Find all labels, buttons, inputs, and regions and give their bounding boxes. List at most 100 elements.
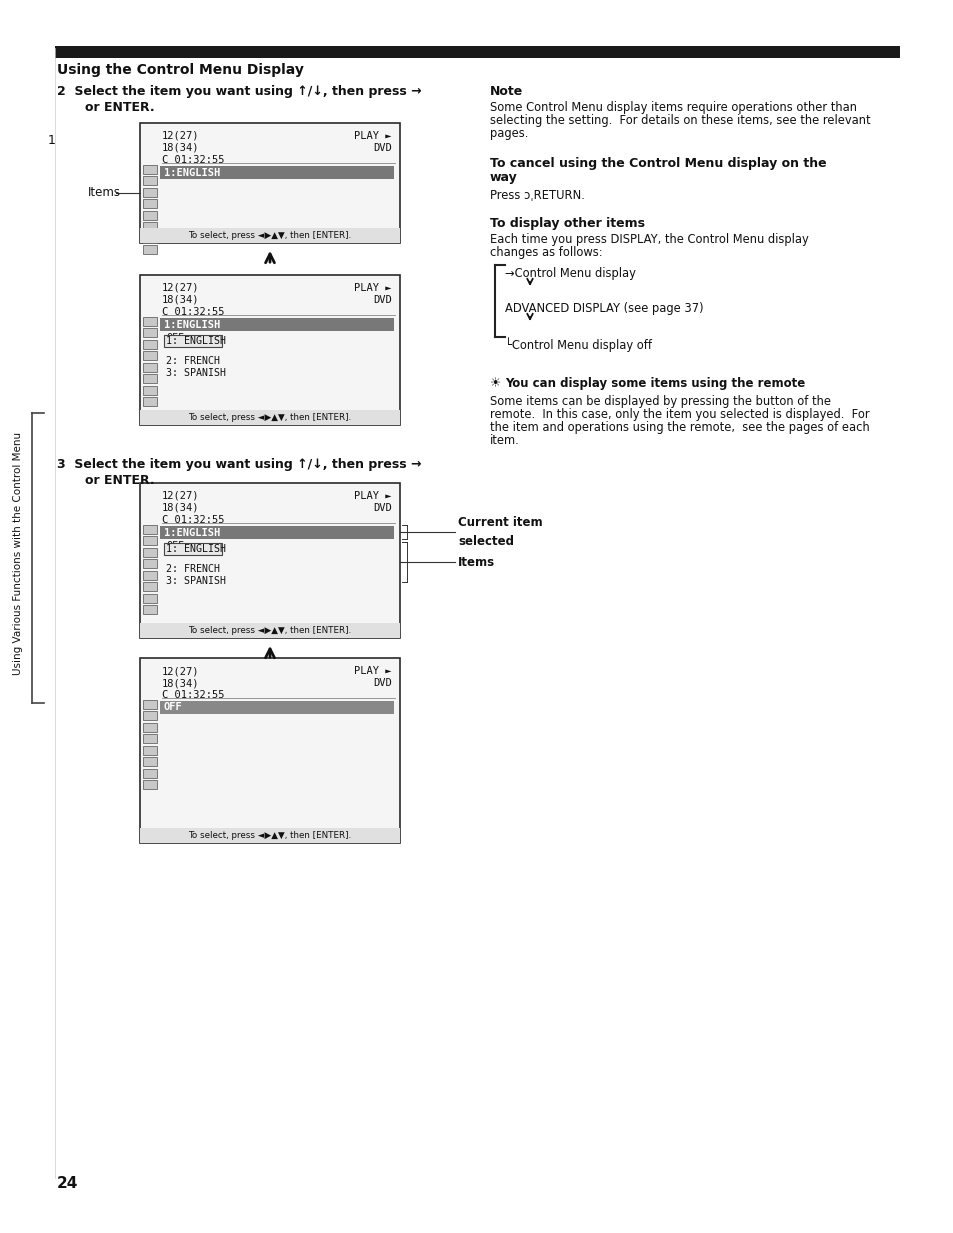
Text: 1: ENGLISH: 1: ENGLISH (166, 544, 226, 554)
Bar (140, 228, 399, 243)
Text: DVD: DVD (373, 295, 392, 305)
Text: Items: Items (88, 186, 121, 200)
Text: Press ɔˌRETURN.: Press ɔˌRETURN. (490, 189, 584, 202)
Bar (143, 199, 157, 208)
Text: 1:ENGLISH: 1:ENGLISH (164, 168, 220, 178)
Bar (143, 328, 157, 337)
Text: 2  Select the item you want using ↑/↓, then press →: 2 Select the item you want using ↑/↓, th… (57, 85, 421, 97)
Text: PLAY ►: PLAY ► (355, 666, 392, 676)
Bar (143, 757, 157, 766)
Text: 18(34): 18(34) (162, 295, 199, 305)
Bar (143, 222, 157, 231)
Text: 12(27): 12(27) (162, 284, 199, 293)
Text: To select, press ◄▶▲▼, then [ENTER].: To select, press ◄▶▲▼, then [ENTER]. (188, 231, 352, 240)
Text: ☀: ☀ (490, 377, 500, 390)
Bar (140, 411, 399, 425)
Text: PLAY ►: PLAY ► (355, 284, 392, 293)
Text: DVD: DVD (373, 503, 392, 513)
Bar (143, 547, 157, 556)
Text: Note: Note (490, 85, 522, 97)
Bar (143, 176, 157, 185)
Text: 1:ENGLISH: 1:ENGLISH (164, 528, 220, 538)
Text: 1: 1 (48, 134, 56, 148)
Text: the item and operations using the remote,  see the pages of each: the item and operations using the remote… (490, 420, 869, 434)
Text: To display other items: To display other items (490, 217, 644, 231)
Text: 18(34): 18(34) (162, 503, 199, 513)
Bar (140, 623, 399, 637)
Bar (55, 46, 899, 58)
Text: C 01:32:55: C 01:32:55 (162, 690, 224, 700)
Text: OFF: OFF (164, 703, 183, 713)
Text: Using Various Functions with the Control Menu: Using Various Functions with the Control… (13, 432, 23, 674)
Text: 2: FRENCH: 2: FRENCH (166, 356, 220, 366)
Text: To select, press ◄▶▲▼, then [ENTER].: To select, press ◄▶▲▼, then [ENTER]. (188, 413, 352, 422)
Bar (143, 780, 157, 789)
Text: PLAY ►: PLAY ► (355, 491, 392, 501)
Text: OFF: OFF (166, 333, 184, 343)
Bar (143, 233, 157, 243)
Bar (143, 363, 157, 371)
Bar (164, 543, 222, 555)
Text: selecting the setting.  For details on these items, see the relevant: selecting the setting. For details on th… (490, 113, 870, 127)
Bar (143, 536, 157, 545)
Text: way: way (490, 171, 517, 184)
Text: selected: selected (457, 535, 514, 547)
Text: DVD: DVD (373, 678, 392, 688)
Bar (143, 593, 157, 603)
Text: 2: FRENCH: 2: FRENCH (166, 563, 220, 575)
Text: OFF: OFF (166, 541, 184, 551)
Bar (143, 723, 157, 731)
Text: Using the Control Menu Display: Using the Control Menu Display (57, 63, 304, 76)
Text: 1:ENGLISH: 1:ENGLISH (164, 319, 220, 329)
Bar (143, 582, 157, 591)
Text: You can display some items using the remote: You can display some items using the rem… (504, 377, 804, 390)
Bar (143, 317, 157, 326)
Bar (164, 335, 222, 346)
Bar (143, 386, 157, 395)
Text: 3  Select the item you want using ↑/↓, then press →: 3 Select the item you want using ↑/↓, th… (57, 457, 421, 471)
Bar (143, 397, 157, 406)
Bar (143, 571, 157, 580)
Bar (140, 483, 399, 637)
Bar (143, 164, 157, 174)
Bar (140, 829, 399, 843)
Bar (160, 526, 394, 539)
Text: DVD: DVD (373, 143, 392, 153)
Text: or ENTER.: or ENTER. (85, 101, 154, 113)
Bar (143, 339, 157, 349)
Bar (143, 734, 157, 743)
Text: C 01:32:55: C 01:32:55 (162, 307, 224, 317)
Text: C 01:32:55: C 01:32:55 (162, 155, 224, 165)
Bar (143, 245, 157, 254)
Text: →Control Menu display: →Control Menu display (504, 268, 636, 280)
Text: 12(27): 12(27) (162, 131, 199, 141)
Text: 1: ENGLISH: 1: ENGLISH (166, 337, 226, 346)
Bar (143, 187, 157, 196)
Bar (143, 211, 157, 219)
Text: 18(34): 18(34) (162, 143, 199, 153)
Text: Some Control Menu display items require operations other than: Some Control Menu display items require … (490, 101, 856, 113)
Bar (160, 166, 394, 179)
Text: Items: Items (457, 556, 495, 568)
Text: item.: item. (490, 434, 519, 448)
Text: Each time you press DISPLAY, the Control Menu display: Each time you press DISPLAY, the Control… (490, 233, 808, 247)
Text: └Control Menu display off: └Control Menu display off (504, 337, 651, 351)
Text: To cancel using the Control Menu display on the: To cancel using the Control Menu display… (490, 157, 825, 170)
Text: ADVANCED DISPLAY (see page 37): ADVANCED DISPLAY (see page 37) (504, 302, 703, 314)
Bar (143, 605, 157, 614)
Text: remote.  In this case, only the item you selected is displayed.  For: remote. In this case, only the item you … (490, 408, 869, 420)
Text: To select, press ◄▶▲▼, then [ENTER].: To select, press ◄▶▲▼, then [ENTER]. (188, 831, 352, 840)
Text: Current item: Current item (457, 515, 542, 529)
Bar (143, 559, 157, 568)
Bar (140, 123, 399, 243)
Bar (143, 768, 157, 778)
Bar (143, 746, 157, 755)
Text: or ENTER.: or ENTER. (85, 473, 154, 487)
Text: 12(27): 12(27) (162, 491, 199, 501)
Bar (140, 658, 399, 843)
Bar (160, 702, 394, 714)
Text: 3: SPANISH: 3: SPANISH (166, 576, 226, 586)
Bar (160, 318, 394, 330)
Text: pages.: pages. (490, 127, 528, 141)
Text: To select, press ◄▶▲▼, then [ENTER].: To select, press ◄▶▲▼, then [ENTER]. (188, 626, 352, 635)
